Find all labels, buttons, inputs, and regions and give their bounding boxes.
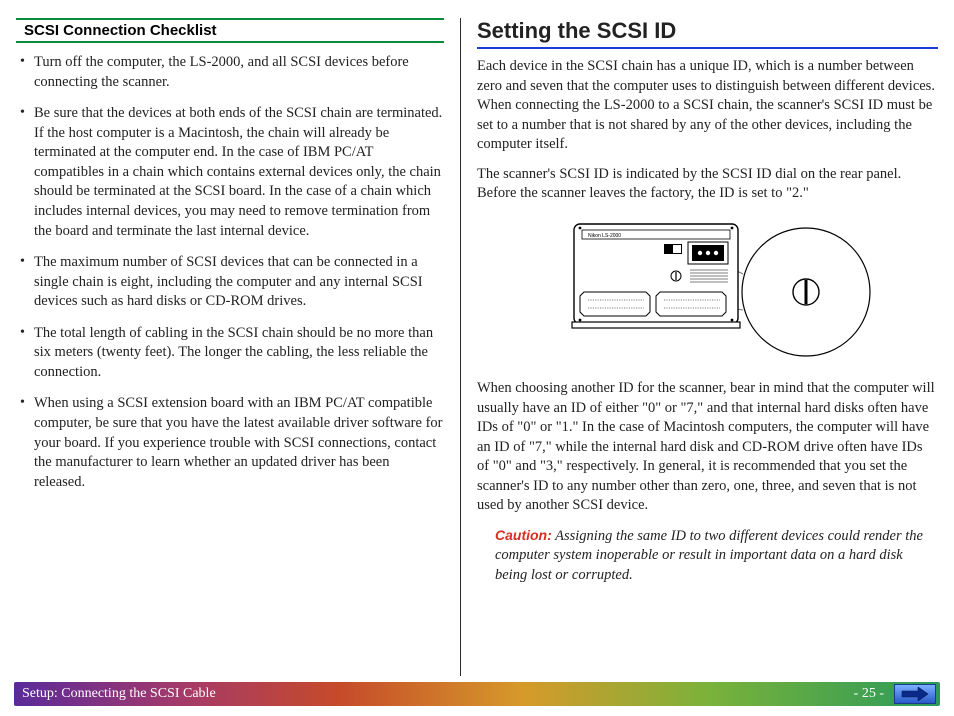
footer-breadcrumb: Setup: Connecting the SCSI Cable: [14, 686, 854, 702]
title-underline: [477, 47, 938, 49]
bullet-item: Be sure that the devices at both ends of…: [20, 104, 444, 241]
panel-label: Nikon LS-2000: [588, 233, 621, 239]
left-column: SCSI Connection Checklist Turn off the c…: [16, 18, 460, 676]
arrow-right-icon: [900, 687, 930, 701]
bullet-item: Turn off the computer, the LS-2000, and …: [20, 53, 444, 92]
caution-body: Assigning the same ID to two different d…: [495, 528, 923, 583]
section-title: Setting the SCSI ID: [477, 18, 938, 44]
caution-label: Caution:: [495, 527, 552, 543]
paragraph-3: When choosing another ID for the scanner…: [477, 379, 938, 516]
bullet-item: The total length of cabling in the SCSI …: [20, 324, 444, 383]
next-page-button[interactable]: [894, 684, 936, 704]
page-content: SCSI Connection Checklist Turn off the c…: [0, 0, 954, 676]
rear-panel-diagram: Nikon LS-2000: [477, 214, 938, 369]
bullet-item: The maximum number of SCSI devices that …: [20, 253, 444, 312]
bullet-item: When using a SCSI extension board with a…: [20, 394, 444, 492]
paragraph-2: The scanner's SCSI ID is indicated by th…: [477, 165, 938, 204]
page-number: - 25 -: [854, 686, 894, 702]
checklist-title: SCSI Connection Checklist: [24, 22, 444, 39]
page-footer: Setup: Connecting the SCSI Cable - 25 -: [14, 682, 940, 706]
caution-paragraph: Caution: Assigning the same ID to two di…: [477, 526, 938, 586]
checklist-bullets: Turn off the computer, the LS-2000, and …: [16, 53, 444, 492]
paragraph-1: Each device in the SCSI chain has a uniq…: [477, 57, 938, 155]
scsi-id-dial-illustration: Nikon LS-2000: [538, 214, 878, 364]
checklist-title-box: SCSI Connection Checklist: [16, 18, 444, 43]
right-column: Setting the SCSI ID Each device in the S…: [460, 18, 938, 676]
